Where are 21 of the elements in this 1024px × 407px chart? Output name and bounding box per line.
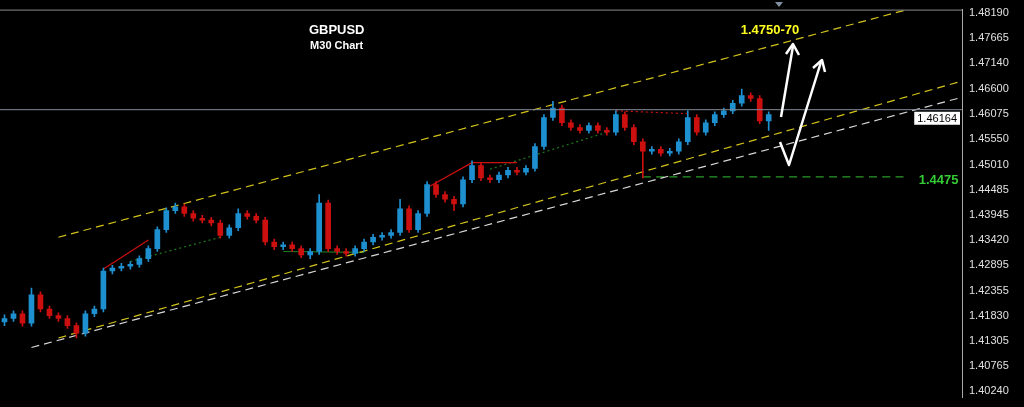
y-tick-label: 1.40765 [969, 359, 1009, 372]
y-tick-label: 1.40240 [969, 384, 1009, 397]
y-tick-label: 1.43420 [969, 233, 1009, 246]
y-tick-label: 1.43945 [969, 208, 1009, 221]
y-tick-label: 1.42355 [969, 283, 1009, 296]
y-tick-label: 1.47140 [969, 56, 1009, 69]
y-tick-label: 1.47665 [969, 31, 1009, 44]
y-tick-label: 1.44485 [969, 182, 1009, 195]
y-tick-label: 1.45010 [969, 157, 1009, 170]
y-tick-label: 1.42895 [969, 258, 1009, 271]
y-tick-label: 1.41830 [969, 308, 1009, 321]
text: M30 Chart [310, 39, 364, 52]
y-tick-label: 1.45550 [969, 131, 1009, 144]
ref-line-label: 1.46164 [917, 111, 957, 124]
y-tick-label: 1.41305 [969, 333, 1009, 346]
annotation: 1.4475 [918, 171, 959, 187]
annotation: 1.4750-70 [740, 22, 800, 38]
text: GBPUSD [308, 21, 365, 37]
y-tick-label: 1.46075 [969, 106, 1009, 119]
y-tick-label: 1.46600 [969, 82, 1009, 94]
y-tick-label: 1.48190 [969, 6, 1009, 19]
